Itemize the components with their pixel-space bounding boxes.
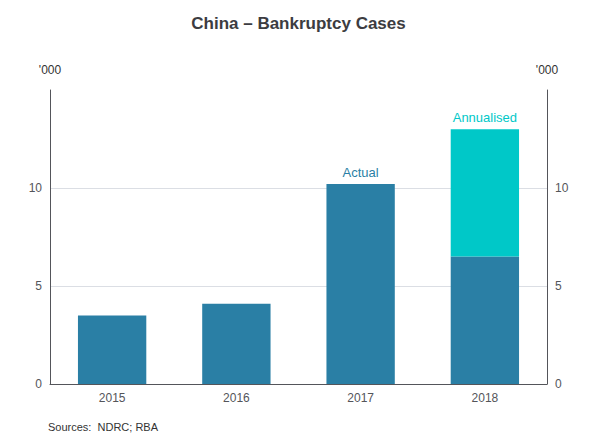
svg-text:'000: '000 — [536, 63, 559, 77]
svg-text:5: 5 — [35, 279, 42, 293]
svg-text:2017: 2017 — [347, 391, 374, 405]
svg-text:10: 10 — [29, 181, 43, 195]
svg-text:'000: '000 — [39, 63, 62, 77]
svg-text:5: 5 — [555, 279, 562, 293]
svg-text:0: 0 — [35, 377, 42, 391]
svg-text:Sources: NDRC; RBA: Sources: NDRC; RBA — [48, 421, 159, 433]
svg-text:0: 0 — [555, 377, 562, 391]
svg-text:China – Bankruptcy Cases: China – Bankruptcy Cases — [191, 14, 405, 33]
svg-text:Actual: Actual — [343, 165, 379, 180]
svg-text:2016: 2016 — [223, 391, 250, 405]
svg-text:Annualised: Annualised — [453, 110, 517, 125]
svg-text:2018: 2018 — [472, 391, 499, 405]
svg-text:2015: 2015 — [99, 391, 126, 405]
svg-text:10: 10 — [555, 181, 569, 195]
